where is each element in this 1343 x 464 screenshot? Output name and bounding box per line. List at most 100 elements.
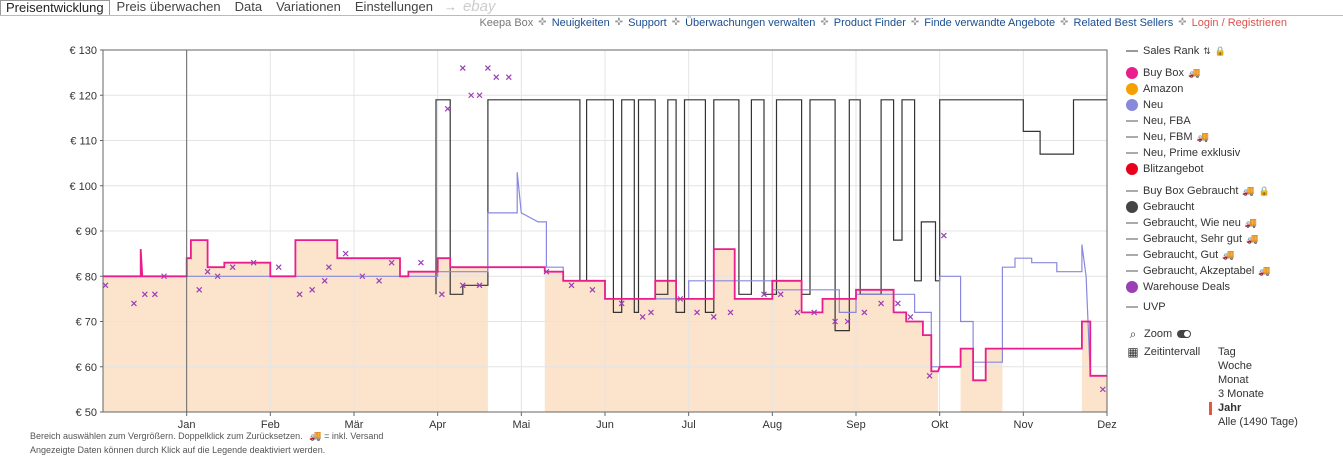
truck-icon: 🚚 <box>1187 67 1201 79</box>
separator-icon: ✜ <box>538 17 547 28</box>
warehouse-deal-marker <box>196 286 203 293</box>
range-monat[interactable]: Monat <box>1218 374 1249 386</box>
warehouse-deal-marker <box>861 309 868 316</box>
warehouse-deal-marker <box>359 273 366 280</box>
legend-label: Gebraucht <box>1143 201 1195 213</box>
legend-item-gebraucht-gut[interactable]: Gebraucht, Gut 🚚 <box>1126 248 1235 262</box>
legend-item-amazon[interactable]: Amazon <box>1126 82 1183 96</box>
zoom-control[interactable]: ⌕ Zoom <box>1126 327 1192 341</box>
warehouse-deal-marker <box>342 250 349 257</box>
link-keepa-box[interactable]: Keepa Box <box>479 17 534 29</box>
tab-preis-ueberwachen[interactable]: Preis überwachen <box>116 0 221 14</box>
warehouse-deal-marker <box>459 65 466 72</box>
link-verwandte-angebote[interactable]: Finde verwandte Angebote <box>924 17 1056 29</box>
separator-icon: ✜ <box>1060 17 1069 28</box>
price-history-chart[interactable]: € 50 € 60 € 70 € 80 € 90 € 100 € 110 € 120 € 130… <box>0 40 1120 435</box>
truck-icon: 🚚 <box>1196 131 1209 143</box>
legend-label: Warehouse Deals <box>1143 281 1231 293</box>
x-tick-label: Jan <box>178 419 196 431</box>
x-tick-label: Dez <box>1097 419 1117 431</box>
warehouse-deal-marker <box>677 295 684 302</box>
warehouse-deal-marker <box>214 273 221 280</box>
legend-item-blitzangebot[interactable]: Blitzangebot <box>1126 162 1204 176</box>
y-tick-label: € 60 <box>76 362 97 374</box>
legend-dot-icon <box>1126 67 1138 79</box>
warehouse-deal-marker <box>926 372 933 379</box>
tab-preisentwicklung[interactable]: Preisentwicklung <box>0 0 110 15</box>
link-neuigkeiten[interactable]: Neuigkeiten <box>551 17 610 29</box>
legend-item-neu-prime-exklusiv[interactable]: Neu, Prime exklusiv <box>1126 146 1240 160</box>
truck-icon: 🚚 <box>1244 217 1258 229</box>
range-alle[interactable]: Alle (1490 Tage) <box>1218 416 1298 428</box>
legend-label: Buy Box <box>1143 67 1184 79</box>
range-jahr[interactable]: Jahr <box>1209 401 1298 415</box>
link-product-finder[interactable]: Product Finder <box>833 17 906 29</box>
warehouse-deal-marker <box>325 264 332 271</box>
legend-item-warehouse-deals[interactable]: Warehouse Deals <box>1126 280 1230 294</box>
legend-item-buy-box[interactable]: Buy Box 🚚 <box>1126 66 1200 80</box>
y-tick-label: € 120 <box>69 90 97 102</box>
legend-label: Amazon <box>1143 83 1184 95</box>
warehouse-deal-marker <box>727 309 734 316</box>
legend-label: Neu, Prime exklusiv <box>1143 147 1241 159</box>
warehouse-deal-marker <box>438 291 445 298</box>
separator-icon: ✜ <box>614 17 624 28</box>
range-woche[interactable]: Woche <box>1218 360 1253 372</box>
tab-einstellungen[interactable]: Einstellungen <box>354 0 433 14</box>
y-tick-label: € 90 <box>76 226 97 238</box>
zoom-toggle[interactable] <box>1177 330 1192 338</box>
series-line-gebraucht <box>435 99 1107 332</box>
tab-data[interactable]: Data <box>234 0 263 14</box>
warehouse-deal-marker <box>321 277 328 284</box>
warehouse-deal-marker <box>618 300 625 307</box>
x-tick-label: Apr <box>429 419 446 431</box>
legend-item-neu-fbm[interactable]: Neu, FBM 🚚 <box>1126 130 1209 144</box>
truck-icon: 🚚 <box>1246 233 1259 245</box>
warehouse-deal-marker <box>940 232 947 239</box>
legend-item-gebraucht-akzeptabel[interactable]: Gebraucht, Akzeptabel 🚚 <box>1126 264 1271 278</box>
legend-line-icon <box>1126 50 1138 52</box>
legend-dot-icon <box>1126 281 1138 293</box>
link-related-best-sellers[interactable]: Related Best Sellers <box>1073 17 1174 29</box>
legend-item-gebraucht-sehr-gut[interactable]: Gebraucht, Sehr gut 🚚 <box>1126 232 1259 246</box>
x-tick-label: Sep <box>846 419 866 431</box>
warehouse-deal-marker <box>832 318 839 325</box>
range-3-monate[interactable]: 3 Monate <box>1218 388 1264 400</box>
warehouse-deal-marker <box>131 300 137 307</box>
tab-ebay[interactable]: ebay <box>462 0 496 15</box>
interval-label: Zeitintervall <box>1144 346 1201 358</box>
link-login-registrieren[interactable]: Login / Registrieren <box>1191 17 1287 29</box>
tab-variationen[interactable]: Variationen <box>276 0 341 14</box>
arrow-right-icon: → <box>443 0 457 14</box>
legend-item-neu-fba[interactable]: Neu, FBA <box>1126 114 1191 128</box>
legend-item-buy-box-gebraucht[interactable]: Buy Box Gebraucht 🚚 🔒 <box>1126 184 1270 198</box>
truck-icon: 🚚 <box>1222 249 1235 261</box>
hint-zoom: Bereich auswählen zum Vergrößern. Doppel… <box>30 431 383 442</box>
legend-label: Buy Box Gebraucht <box>1143 185 1239 197</box>
interval-control: ▦ Zeitintervall <box>1126 345 1200 359</box>
legend-item-gebraucht-wie-neu[interactable]: Gebraucht, Wie neu 🚚 <box>1126 216 1257 230</box>
y-tick-label: € 110 <box>70 136 97 148</box>
x-tick-label: Okt <box>931 419 948 431</box>
legend-item-sales-rank[interactable]: Sales Rank ⇅ 🔒 <box>1126 44 1226 58</box>
range-tag[interactable]: Tag <box>1218 346 1236 358</box>
y-tick-label: € 70 <box>76 317 97 329</box>
warehouse-deal-marker <box>250 259 257 266</box>
truck-icon: 🚚 <box>1242 185 1255 197</box>
legend-item-uvp[interactable]: UVP <box>1126 300 1166 314</box>
legend-dot-icon <box>1126 201 1138 213</box>
separator-icon: ✜ <box>1178 17 1187 28</box>
legend-item-neu[interactable]: Neu <box>1126 98 1163 112</box>
warehouse-deal-marker <box>811 309 818 316</box>
toplinks-bar: Keepa Box ✜ Neuigkeiten ✜ Support ✜ Über… <box>479 17 1287 29</box>
legend-label: Gebraucht, Akzeptabel <box>1143 265 1255 277</box>
link-ueberwachungen-verwalten[interactable]: Überwachungen verwalten <box>685 17 816 29</box>
legend-line-icon <box>1126 238 1138 240</box>
legend-label: UVP <box>1143 301 1166 313</box>
legend-item-gebraucht[interactable]: Gebraucht <box>1126 200 1194 214</box>
link-support[interactable]: Support <box>628 17 667 29</box>
warehouse-deal-marker <box>493 74 500 81</box>
warehouse-deal-marker <box>376 277 383 284</box>
x-tick-label: Jul <box>682 419 696 431</box>
warehouse-deal-marker <box>388 259 395 266</box>
